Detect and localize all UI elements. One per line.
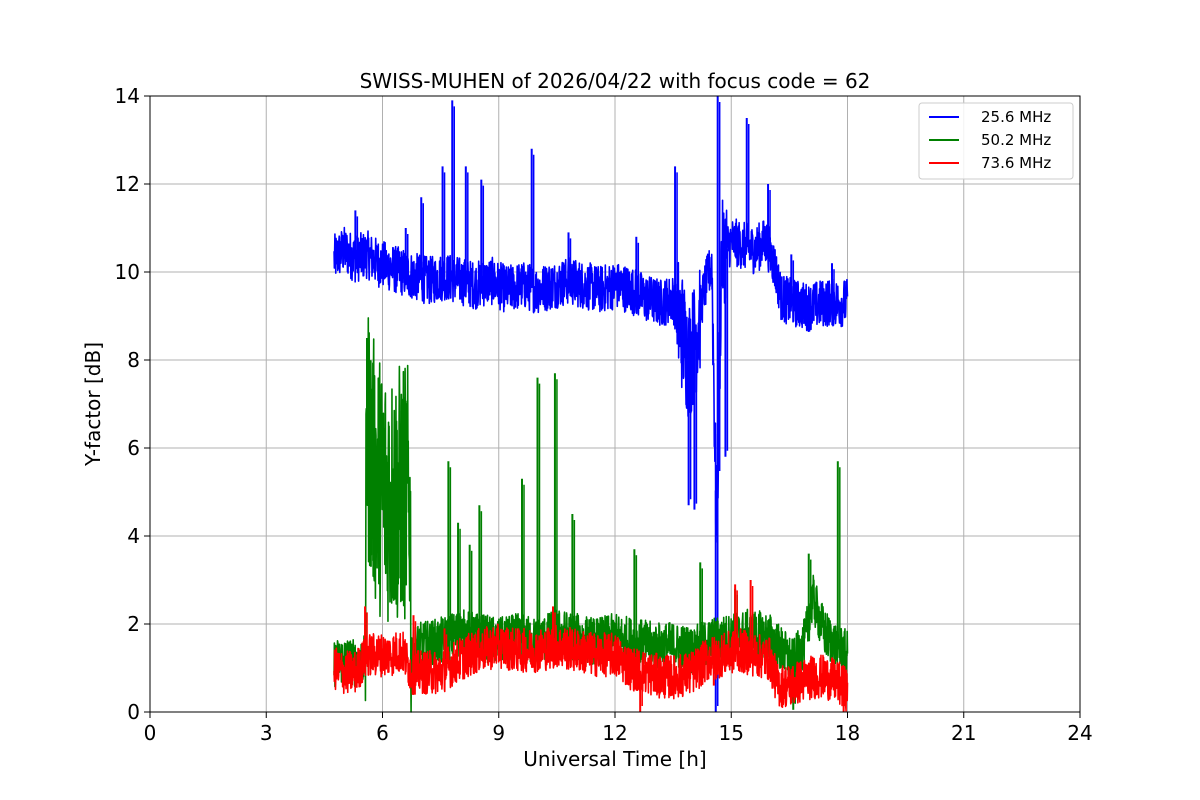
x-tick-label: 3 xyxy=(260,721,273,745)
series-25-6-mhz xyxy=(333,96,849,712)
x-tick-label: 0 xyxy=(144,721,157,745)
y-tick-label: 12 xyxy=(115,172,140,196)
y-tick-label: 14 xyxy=(115,84,140,108)
series-73-6-mhz xyxy=(333,580,849,712)
x-tick-label: 12 xyxy=(602,721,627,745)
legend-label-25-6-mhz: 25.6 MHz xyxy=(981,108,1051,126)
series-layer xyxy=(333,96,849,713)
series-line-50-2-mhz xyxy=(333,317,849,713)
y-axis-label: Y-factor [dB] xyxy=(81,342,105,467)
x-tick-label: 6 xyxy=(376,721,389,745)
series-50-2-mhz xyxy=(333,317,849,713)
chart-title: SWISS-MUHEN of 2026/04/22 with focus cod… xyxy=(360,69,871,93)
x-tick-label: 24 xyxy=(1067,721,1092,745)
y-tick-label: 2 xyxy=(127,612,140,636)
legend-box xyxy=(918,102,1074,180)
legend-label-73-6-mhz: 73.6 MHz xyxy=(981,154,1051,172)
y-tick-label: 8 xyxy=(127,348,140,372)
x-tick-label: 9 xyxy=(492,721,505,745)
series-line-73-6-mhz xyxy=(333,623,849,712)
legend-label-50-2-mhz: 50.2 MHz xyxy=(981,131,1051,149)
y-tick-label: 0 xyxy=(127,700,140,724)
legend: 25.6 MHz 50.2 MHz 73.6 MHz xyxy=(918,102,1074,180)
y-tick-label: 4 xyxy=(127,524,140,548)
series-line-25-6-mhz xyxy=(333,199,849,543)
y-tick-label: 6 xyxy=(127,436,140,460)
y-tick-label: 10 xyxy=(115,260,140,284)
x-tick-label: 21 xyxy=(951,721,976,745)
x-tick-label: 18 xyxy=(835,721,860,745)
x-tick-label: 15 xyxy=(719,721,744,745)
x-axis-label: Universal Time [h] xyxy=(523,747,706,771)
